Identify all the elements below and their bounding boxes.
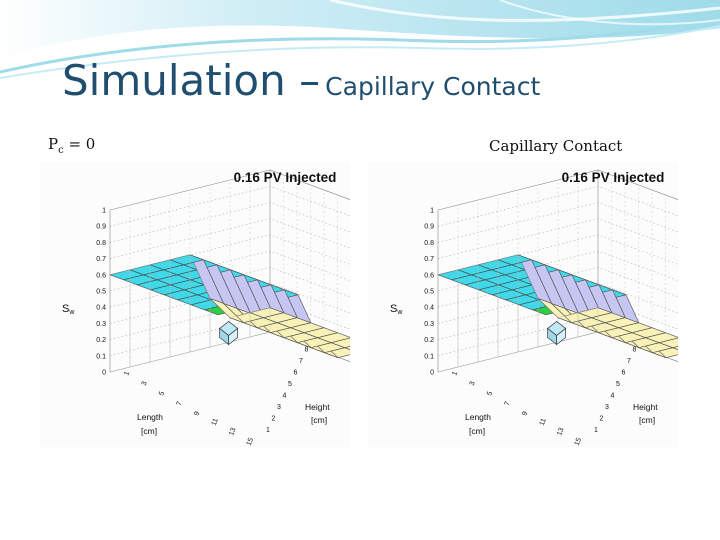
- z-tick-label: 0.3: [424, 321, 434, 328]
- z-tick-label: 0.4: [424, 305, 434, 312]
- caption-p-sub: c: [58, 145, 64, 156]
- x-tick-label: 11: [211, 417, 220, 426]
- y-tick-label: 4: [283, 393, 287, 400]
- x-axis-unit: [cm]: [141, 426, 157, 436]
- slide-title-sub: Capillary Contact: [325, 72, 541, 101]
- z-tick-label: 0.4: [96, 305, 106, 312]
- y-tick-label: 8: [305, 347, 309, 354]
- z-tick-label: 0.8: [424, 240, 434, 247]
- x-tick-label: 15: [246, 437, 255, 447]
- y-axis-unit: [cm]: [639, 415, 655, 425]
- z-tick-label: 0.9: [424, 224, 434, 231]
- z-tick-label: 0.6: [96, 272, 106, 279]
- x-tick-label: 13: [228, 427, 237, 437]
- x-tick-label: 9: [521, 411, 529, 417]
- surface-chart-0: 0.16 PV Injected 1 0.9 0.8 0.7 0.6 0.5 0.4 0.3 0.…: [62, 169, 350, 447]
- z-tick-label: 0.7: [424, 256, 434, 263]
- x-tick-label: 5: [486, 391, 494, 397]
- x-tick-label: 11: [539, 417, 548, 426]
- chart-right: 0.16 PV Injected 1 0.9 0.8 0.7 0.6 0.5 0.4 0.3 0.…: [368, 162, 678, 447]
- x-tick-label: 7: [504, 401, 512, 407]
- z-tick-label: 0.9: [96, 224, 106, 231]
- z-tick-label: 0.8: [96, 240, 106, 247]
- y-axis-unit: [cm]: [311, 415, 327, 425]
- y-tick-label: 2: [272, 416, 276, 423]
- z-tick-label: 0.1: [96, 353, 106, 360]
- y-tick-label: 7: [299, 358, 303, 365]
- x-tick-label: 5: [158, 391, 166, 397]
- chart-title: 0.16 PV Injected: [562, 170, 665, 185]
- surface-mesh: [436, 254, 678, 373]
- right-chart-caption: Capillary Contact: [489, 137, 623, 155]
- y-tick-label: 5: [616, 381, 620, 388]
- x-tick-label: 1: [451, 371, 459, 377]
- caption-p-rest: = 0: [63, 135, 96, 153]
- z-tick-label: 0.6: [424, 272, 434, 279]
- z-axis-label: Sw: [390, 303, 403, 316]
- z-tick-label: 0: [430, 370, 434, 377]
- x-axis-unit: [cm]: [469, 426, 485, 436]
- x-tick-label: 15: [574, 437, 583, 447]
- y-tick-label: 1: [594, 427, 598, 434]
- y-axis-label: Height: [633, 402, 658, 412]
- surface-mesh: [108, 254, 350, 373]
- z-tick-label: 0.5: [424, 289, 434, 296]
- x-tick-label: 7: [176, 401, 184, 407]
- chart-left: 0.16 PV Injected 1 0.9 0.8 0.7 0.6 0.5 0.4 0.3 0.…: [40, 162, 350, 447]
- z-tick-label: 0.7: [96, 256, 106, 263]
- z-tick-label: 0.2: [424, 337, 434, 344]
- y-tick-label: 6: [294, 370, 298, 377]
- header-wave-banner: [0, 0, 720, 79]
- surface-cell: [343, 346, 350, 351]
- y-tick-label: 3: [277, 404, 281, 411]
- x-axis-label: Length: [137, 412, 163, 422]
- y-tick-label: 3: [605, 404, 609, 411]
- chart-title: 0.16 PV Injected: [234, 170, 337, 185]
- y-tick-label: 8: [633, 347, 637, 354]
- y-tick-label: 4: [611, 393, 615, 400]
- well-marker-cube: [547, 321, 567, 346]
- y-axis-label: Height: [305, 402, 330, 412]
- y-tick-label: 5: [288, 381, 292, 388]
- x-tick-label: 1: [123, 371, 131, 377]
- y-tick-label: 6: [622, 370, 626, 377]
- y-tick-label: 2: [600, 416, 604, 423]
- z-axis-label: Sw: [62, 303, 75, 316]
- left-chart-caption: Pc = 0: [48, 135, 95, 156]
- z-tick-label: 0: [102, 370, 106, 377]
- z-axis-ticks: 1 0.9 0.8 0.7 0.6 0.5 0.4 0.3 0.2 0.1 0: [424, 208, 434, 377]
- slide-title: Simulation – Capillary Contact: [62, 56, 540, 105]
- y-tick-label: 7: [627, 358, 631, 365]
- z-tick-label: 0.5: [96, 289, 106, 296]
- z-axis-ticks: 1 0.9 0.8 0.7 0.6 0.5 0.4 0.3 0.2 0.1 0: [96, 208, 106, 377]
- y-tick-label: 1: [266, 427, 270, 434]
- surface-cell: [671, 346, 678, 351]
- x-tick-label: 3: [469, 381, 477, 387]
- z-tick-label: 1: [430, 208, 434, 215]
- well-marker-cube: [219, 321, 239, 346]
- x-axis-label: Length: [465, 412, 491, 422]
- x-tick-label: 9: [193, 411, 201, 417]
- z-tick-label: 0.2: [96, 337, 106, 344]
- slide-title-main: Simulation –: [62, 56, 321, 105]
- x-tick-label: 13: [556, 427, 565, 437]
- z-tick-label: 0.3: [96, 321, 106, 328]
- z-tick-label: 1: [102, 208, 106, 215]
- z-tick-label: 0.1: [424, 353, 434, 360]
- caption-p: P: [48, 135, 59, 153]
- surface-chart-1: 0.16 PV Injected 1 0.9 0.8 0.7 0.6 0.5 0.4 0.3 0.…: [390, 169, 678, 447]
- x-tick-label: 3: [141, 381, 149, 387]
